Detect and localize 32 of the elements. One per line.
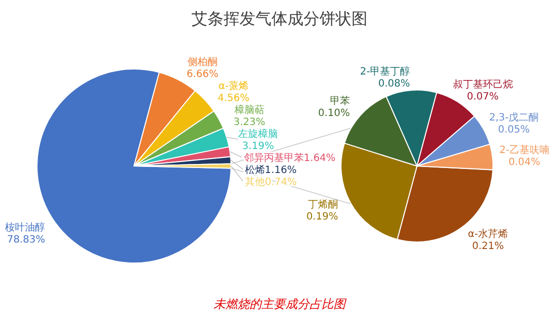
chart-title: 艾条挥发气体成分饼状图 [192,9,368,28]
slice-label: 2-甲基丁醇 [360,65,410,78]
data-label: 1.64% [304,153,336,164]
text: 未燃烧的主要成分占比图 [214,297,348,311]
data-label: 6.66% [186,69,218,80]
data-label: 0.74% [265,177,297,188]
slice-label: 邻异丙基甲苯 [244,153,304,164]
slice-label: α-蒎烯 [218,80,249,92]
slice-label: 左旋樟脑 [238,128,278,140]
slice-label: 甲苯 [330,95,350,108]
slice-label: 其他 [245,177,265,188]
slice-label: 桉叶油醇 [5,221,46,234]
slice-label: 2,3-戊二酮 [489,112,539,124]
data-label: 0.10% [318,108,350,120]
slice-label: 2-乙基呋喃 [499,144,550,156]
data-label: 78.83% [6,234,46,246]
slice-label: 丁烯酮 [308,198,338,210]
data-label: 3.19% [242,141,274,152]
data-label: 0.05% [498,124,530,136]
data-label: 0.08% [378,78,410,90]
data-label: 3.23% [233,117,266,128]
slice-label: 侧柏酮 [188,56,218,68]
data-label: 1.16% [264,165,297,176]
slice-label: 樟脑萜 [233,104,264,116]
slice-label: 松烯 [244,165,265,176]
slice-label: 叔丁基环己烷 [452,78,513,91]
data-label: 0.21% [472,240,504,252]
slice-label: α-水芹烯 [468,228,508,240]
data-label: 0.07% [466,92,499,103]
data-label: 4.56% [218,93,250,104]
data-label: 0.19% [306,211,338,222]
data-label: 0.04% [508,157,540,168]
